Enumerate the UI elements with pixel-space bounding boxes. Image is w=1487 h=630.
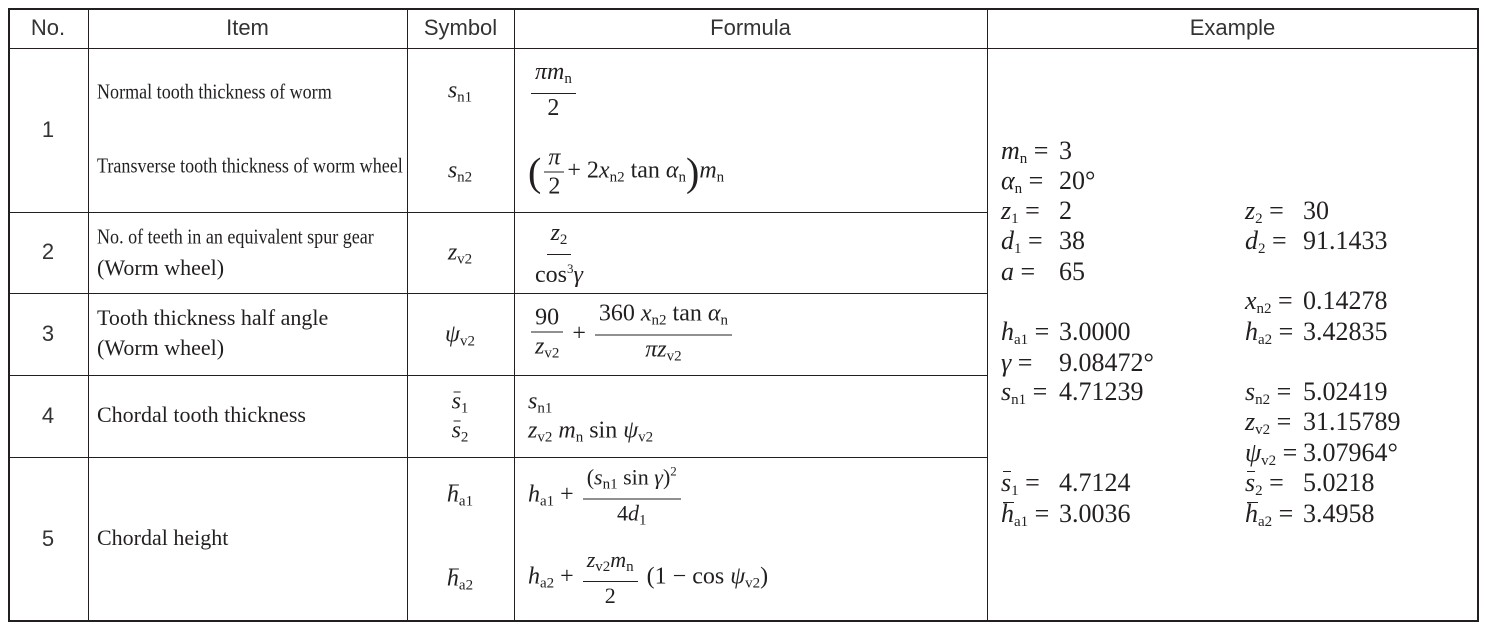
formula-normal-thickness: πmn 2 (528, 58, 579, 122)
row-number: 1 (41, 117, 55, 142)
item-label: Chordal tooth thickness (97, 402, 306, 427)
symbol: ha2 (446, 565, 474, 594)
item-label: Transverse tooth thickness of worm wheel (97, 153, 403, 178)
example-value-left: ha1 = 3.0000 (1001, 317, 1131, 348)
example-value-right: sn2 = 5.02419 (1245, 377, 1388, 408)
example-value-left: s1 = 4.7124 (1001, 468, 1131, 499)
item-label: Tooth thickness half angle (97, 305, 329, 330)
example-value-right: s2 = 5.0218 (1245, 468, 1375, 499)
example-value-left: γ = 9.08472° (1001, 348, 1154, 377)
example-value-left: a = 65 (1001, 257, 1085, 286)
item-label: (Worm wheel) (97, 335, 225, 360)
formula-half-angle: 90 zv2 + 360 xn2 tan αn πzv2 (528, 300, 735, 371)
row-number: 3 (41, 321, 55, 346)
header-no: No. (30, 15, 66, 40)
example-value-left: sn1 = 4.71239 (1001, 377, 1144, 408)
example-value-left: z1 = 2 (1001, 196, 1072, 227)
item-label: Normal tooth thickness of worm (97, 79, 332, 104)
example-value-left: αn = 20° (1001, 166, 1096, 197)
symbol: sn2 (447, 157, 473, 186)
example-value-right: ψv2 = 3.07964° (1245, 438, 1398, 469)
symbol: s2 (451, 417, 469, 446)
item-label: (Worm wheel) (97, 255, 225, 280)
example-value-right: d2 = 91.1433 (1245, 226, 1388, 257)
example-value-right: zv2 = 31.15789 (1245, 407, 1401, 438)
header-example: Example (1189, 15, 1276, 40)
item-label: No. of teeth in an equivalent spur gear (97, 224, 374, 249)
symbol: ha1 (446, 481, 474, 510)
example-value-right: z2 = 30 (1245, 196, 1329, 227)
formula-equivalent-teeth: z2 cos3γ (535, 220, 583, 288)
row-number: 4 (41, 403, 55, 428)
formula-chordal-thickness-1: sn1 (528, 388, 553, 417)
header-symbol: Symbol (423, 15, 498, 40)
row-number: 5 (41, 526, 55, 551)
header-formula: Formula (710, 15, 791, 40)
symbol: ψv2 (445, 321, 475, 350)
header-item: Item (226, 15, 269, 40)
row-number: 2 (41, 239, 55, 264)
item-label: Chordal height (97, 525, 229, 550)
formula-transverse-thickness: (π 2 + 2xn2 tan αn)mn (528, 144, 725, 200)
example-value-left: d1 = 38 (1001, 226, 1085, 257)
example-value-left: ha1 = 3.0036 (1001, 499, 1131, 530)
symbol: s1 (451, 388, 469, 417)
example-value-right: ha2 = 3.4958 (1245, 499, 1375, 530)
formula-chordal-height-2: ha2 + zv2mn 2 (1 − cos ψv2) (528, 547, 769, 608)
example-value-right: xn2 = 0.14278 (1245, 286, 1388, 317)
formula-chordal-height-1: ha1 + (sn1 sin γ)2 4d1 (528, 458, 684, 535)
symbol: zv2 (447, 239, 473, 268)
symbol: sn1 (447, 77, 473, 106)
example-value-right: ha2 = 3.42835 (1245, 317, 1388, 348)
example-value-left: mn = 3 (1001, 136, 1072, 167)
formula-chordal-thickness-2: zv2 mn sin ψv2 (528, 417, 654, 446)
